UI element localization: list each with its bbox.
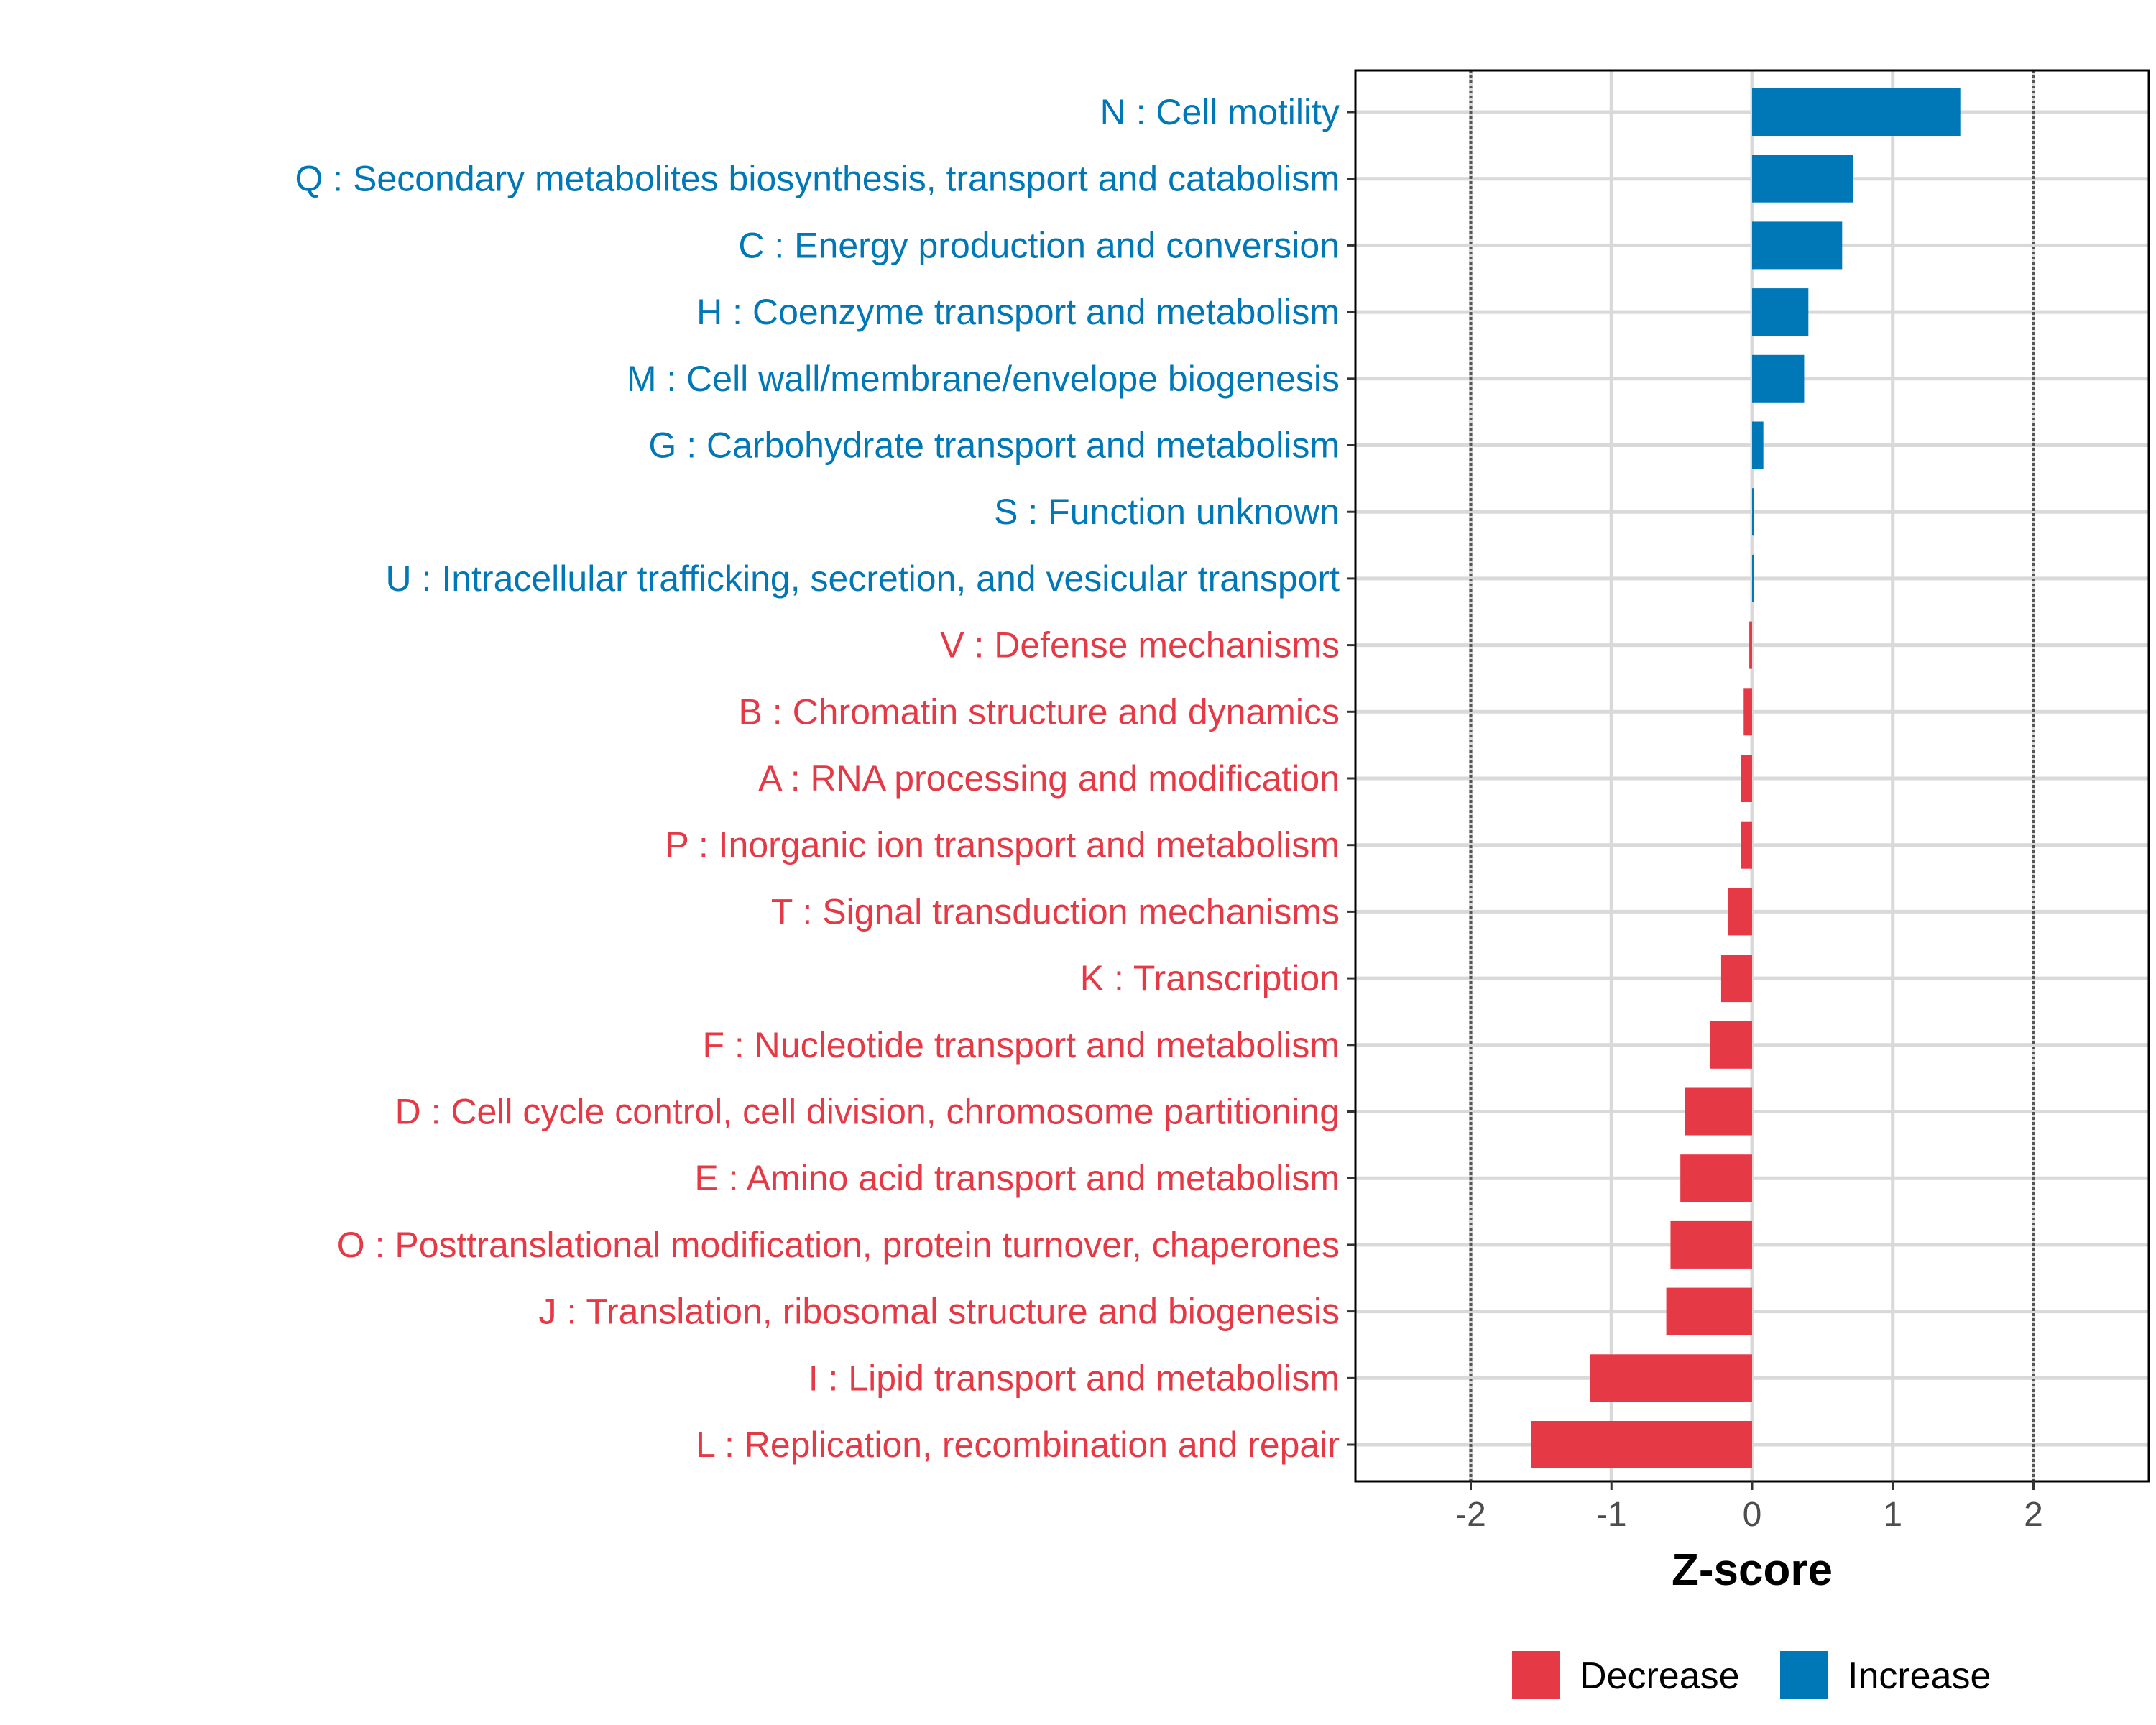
bar-o <box>1670 1220 1752 1269</box>
legend-swatch-increase <box>1780 1651 1828 1699</box>
bar-f <box>1710 1021 1752 1069</box>
bar-l <box>1531 1421 1752 1468</box>
reference-lines <box>1469 70 2035 1481</box>
bar-v <box>1749 621 1752 669</box>
y-tick-label: B : Chromatin structure and dynamics <box>739 691 1340 732</box>
y-tick-label: F : Nucleotide transport and metabolism <box>702 1025 1340 1065</box>
y-tick-label: O : Posttranslational modification, prot… <box>337 1225 1340 1265</box>
bar-e <box>1680 1154 1752 1202</box>
y-tick-label: Q : Secondary metabolites biosynthesis, … <box>295 159 1340 199</box>
x-axis: -2 -1 0 1 2 <box>1455 1481 2043 1534</box>
y-tick-label: L : Replication, recombination and repai… <box>696 1425 1340 1465</box>
y-tick-label: K : Transcription <box>1080 958 1340 998</box>
bar-g <box>1752 421 1764 469</box>
bar-k <box>1720 954 1752 1003</box>
legend-label-increase: Increase <box>1848 1655 1991 1697</box>
bar-q <box>1752 155 1853 203</box>
x-tick-label: -1 <box>1596 1496 1627 1534</box>
y-tick-label: V : Defense mechanisms <box>940 625 1340 666</box>
y-tick-label: J : Translation, ribosomal structure and… <box>539 1292 1340 1332</box>
legend: Decrease Increase <box>1512 1651 1991 1699</box>
bar-s <box>1752 488 1754 536</box>
y-tick-label: S : Function unknown <box>994 492 1340 532</box>
y-tick-label: P : Inorganic ion transport and metaboli… <box>665 825 1340 865</box>
bar-c <box>1752 221 1843 270</box>
y-tick-label: N : Cell motility <box>1100 92 1340 132</box>
x-tick-label: -2 <box>1455 1496 1486 1534</box>
y-tick-label: C : Energy production and conversion <box>738 225 1340 265</box>
x-tick-label: 1 <box>1883 1496 1902 1534</box>
bar-u <box>1752 554 1754 602</box>
bar-n <box>1752 88 1961 136</box>
y-tick-label: A : RNA processing and modification <box>758 758 1340 799</box>
bar-d <box>1685 1087 1752 1136</box>
bar-a <box>1741 755 1752 802</box>
y-tick-label: D : Cell cycle control, cell division, c… <box>395 1092 1340 1132</box>
legend-label-decrease: Decrease <box>1580 1655 1740 1697</box>
y-tick-label: E : Amino acid transport and metabolism <box>694 1158 1340 1198</box>
bar-t <box>1728 888 1752 936</box>
bar-i <box>1590 1354 1752 1402</box>
bar-b <box>1743 688 1752 736</box>
y-tick-label: I : Lipid transport and metabolism <box>808 1358 1340 1398</box>
bar-p <box>1741 821 1752 869</box>
bar-m <box>1752 354 1805 402</box>
bars <box>1531 88 1961 1468</box>
legend-swatch-decrease <box>1512 1651 1560 1699</box>
y-tick-label: U : Intracellular trafficking, secretion… <box>386 558 1340 599</box>
bar-h <box>1752 288 1809 336</box>
x-tick-label: 0 <box>1743 1496 1762 1534</box>
y-tick-label: T : Signal transduction mechanisms <box>771 891 1340 932</box>
y-axis: N : Cell motility Q : Secondary metabolit… <box>295 92 1355 1465</box>
x-axis-title: Z-score <box>1672 1545 1833 1595</box>
y-tick-label: H : Coenzyme transport and metabolism <box>696 292 1340 332</box>
x-tick-label: 2 <box>2024 1496 2043 1534</box>
y-tick-label: M : Cell wall/membrane/envelope biogenes… <box>627 359 1340 399</box>
bar-j <box>1666 1287 1752 1335</box>
y-tick-label: G : Carbohydrate transport and metabolis… <box>648 426 1340 466</box>
